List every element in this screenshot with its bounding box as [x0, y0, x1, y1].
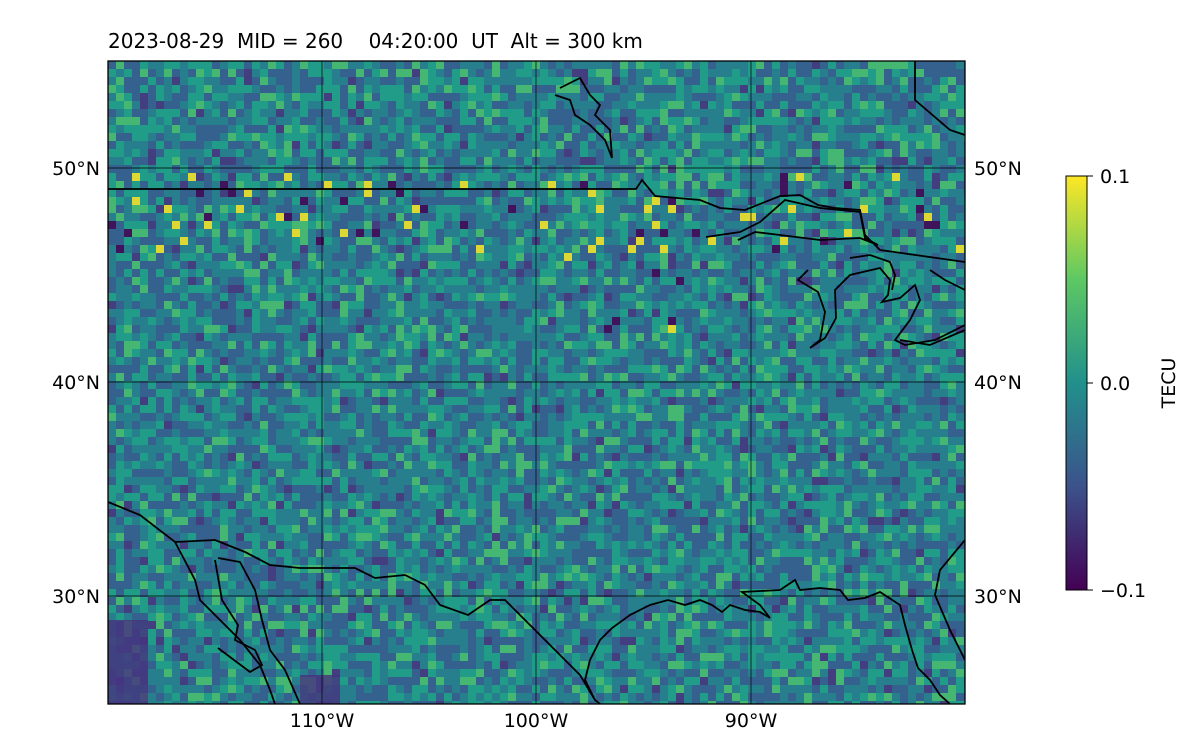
us-mexico-border — [108, 501, 601, 704]
mainland-mexico-west — [214, 559, 264, 674]
lon-label-90w: 90°W — [725, 710, 778, 732]
map-title: 2023-08-29 MID = 260 04:20:00 UT Alt = 3… — [108, 29, 643, 53]
lake-erie — [899, 329, 965, 346]
lake-superior — [705, 199, 879, 246]
hudson-bay-west — [914, 61, 965, 136]
lat-label-30n-left: 30°N — [52, 586, 100, 608]
tec-pixel-grid — [108, 61, 965, 704]
lat-label-50n-left: 50°N — [52, 158, 100, 180]
lake-michigan — [796, 266, 965, 349]
graticule — [108, 61, 965, 704]
florida-coast — [934, 539, 965, 661]
map-frame — [107, 60, 966, 705]
lake-huron — [849, 254, 896, 291]
lat-label-40n-right: 40°N — [974, 372, 1022, 394]
coastlines — [108, 61, 965, 704]
lat-label-30n-right: 30°N — [974, 586, 1022, 608]
colorbar-tick-zero: 0.0 — [1100, 373, 1130, 395]
lat-label-50n-right: 50°N — [974, 158, 1022, 180]
lat-label-40n-left: 40°N — [52, 372, 100, 394]
hudson-bay-island — [554, 76, 613, 159]
gulf-coast — [584, 578, 951, 704]
gulf-of-california — [217, 557, 301, 704]
colorbar: 0.1 0.0 −0.1 TECU — [1065, 166, 1180, 602]
tec-map — [108, 61, 965, 704]
lon-label-110w: 110°W — [290, 710, 355, 732]
baja-california — [174, 541, 276, 704]
lon-label-100w: 100°W — [504, 710, 569, 732]
colorbar-gradient — [1065, 175, 1088, 591]
colorbar-tick-max: 0.1 — [1100, 166, 1130, 188]
colorbar-tick-min: −0.1 — [1100, 580, 1146, 602]
lake-huron-east — [929, 269, 965, 291]
colorbar-label: TECU — [1158, 358, 1180, 410]
